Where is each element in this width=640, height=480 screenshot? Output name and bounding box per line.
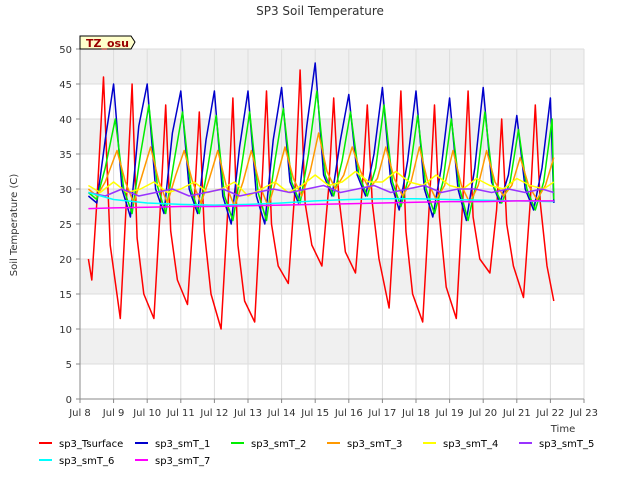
legend-label-sp3_smT_3: sp3_smT_3 [347,439,402,450]
plot-band [80,49,584,84]
x-axis-title: Time [550,424,575,435]
y-axis-title: Soil Temperature (C) [9,174,20,277]
y-tick-label: 25 [59,220,72,231]
y-tick-label: 20 [59,255,72,266]
x-tick-label: Jul 22 [535,408,564,419]
x-tick-label: Jul 18 [401,408,430,419]
x-tick-label: Jul 13 [233,408,262,419]
x-tick-label: Jul 17 [367,408,396,419]
y-tick-label: 35 [59,150,72,161]
series-line-sp3_smT_6 [88,191,554,206]
series-line-sp3_smT_1 [87,62,555,225]
x-tick-label: Jul 9 [102,408,125,419]
legend-label-sp3_smT_4: sp3_smT_4 [443,439,498,450]
x-tick-labels: Jul 8 Jul 9 Jul 10 Jul 11 Jul 12 Jul 13 Jul 14… [68,399,598,419]
plot-band [80,259,584,294]
tz-badge-box [79,35,136,50]
x-tick-label: Jul 15 [300,408,329,419]
y-tick-label: 50 [59,45,72,56]
y-tick-label: 15 [59,290,72,301]
x-tick-label: Jul 11 [166,408,195,419]
y-tick-label: 45 [59,80,72,91]
x-tick-label: Jul 12 [199,408,228,419]
series-line-sp3_smT_2 [87,90,555,222]
y-tick-labels: 0 5 10 15 20 25 30 35 40 45 50 [59,45,80,406]
y-tick-label: 30 [59,185,72,196]
series-layer [87,62,555,330]
x-tick-label: Jul 14 [267,408,296,419]
legend-label-sp3_Tsurface: sp3_Tsurface [59,439,123,450]
series-line-sp3_Tsurface [87,69,555,330]
series-line-sp3_smT_5 [88,184,555,197]
tz-badge-text: TZ_osu [86,37,129,50]
legend: sp3_Tsurface sp3_smT_1 sp3_smT_2 sp3_smT_3 s… [39,439,594,467]
legend-label-sp3_smT_1: sp3_smT_1 [155,439,210,450]
plot-band [80,329,584,364]
y-tick-label: 0 [66,395,72,406]
tz-badge: TZ_osu [79,35,136,50]
legend-label-sp3_smT_7: sp3_smT_7 [155,456,210,467]
x-tick-label: Jul 8 [68,408,91,419]
series-line-sp3_smT_3 [87,132,555,208]
legend-label-sp3_smT_2: sp3_smT_2 [251,439,306,450]
legend-label-sp3_smT_5: sp3_smT_5 [539,439,594,450]
series-line-sp3_smT_7 [88,200,554,210]
legend-label-sp3_smT_6: sp3_smT_6 [59,456,114,467]
y-tick-label: 10 [59,325,72,336]
y-tick-label: 5 [66,360,72,371]
x-tick-label: Jul 10 [132,408,161,419]
x-tick-label: Jul 23 [569,408,598,419]
x-tick-label: Jul 19 [435,408,464,419]
x-tick-label: Jul 16 [334,408,363,419]
y-tick-label: 40 [59,115,72,126]
x-tick-label: Jul 20 [468,408,497,419]
chart-title: SP3 Soil Temperature [256,4,384,18]
x-tick-label: Jul 21 [502,408,531,419]
